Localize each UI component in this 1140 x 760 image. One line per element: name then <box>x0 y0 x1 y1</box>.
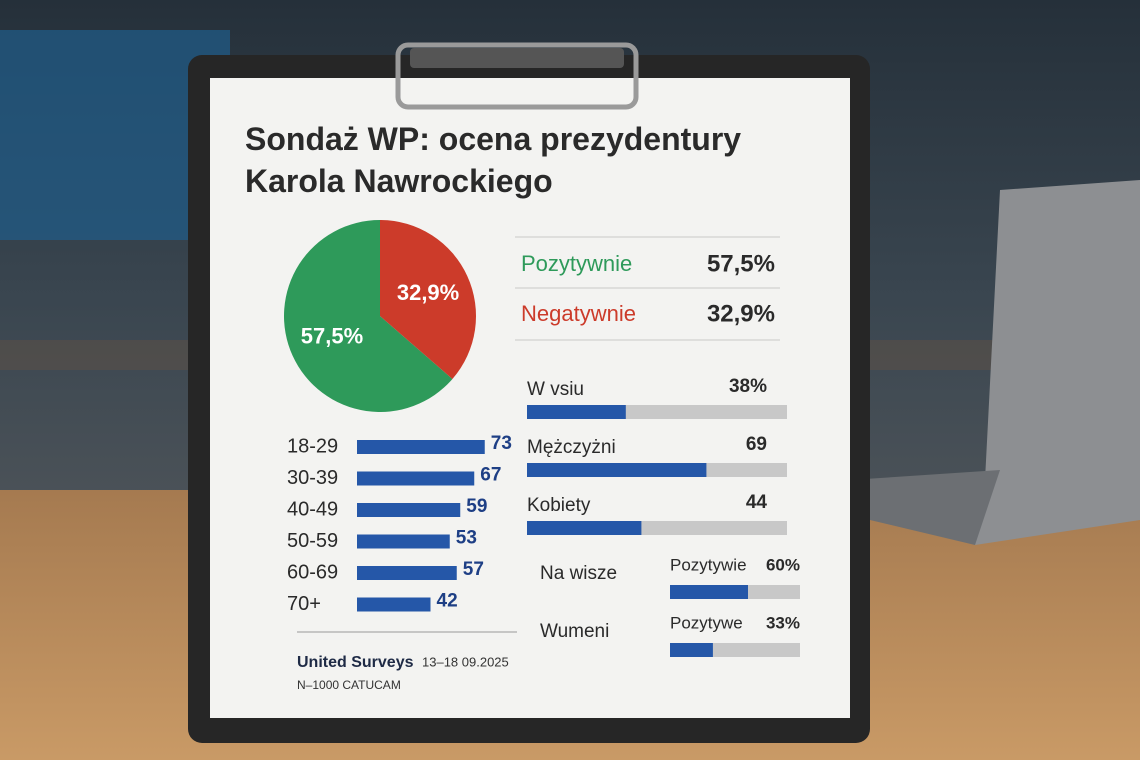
bar <box>527 405 626 419</box>
slice-label: 32,9% <box>397 280 459 305</box>
value-label: 60% <box>766 555 800 574</box>
footer-date: 13–18 09.2025 <box>422 654 509 669</box>
clip <box>395 42 639 110</box>
value-label: 59 <box>466 496 487 517</box>
chart-title: Sondaż WP: ocena prezydentury Karola Naw… <box>245 121 742 199</box>
laptop-base <box>850 470 1000 545</box>
legend-label: Pozytywnie <box>521 251 632 276</box>
category-label: 70+ <box>287 593 321 615</box>
category-label: W vsiu <box>527 379 584 400</box>
bar <box>357 471 475 486</box>
category-label: Wumeni <box>540 621 609 642</box>
bar <box>357 440 485 454</box>
bar <box>527 521 642 535</box>
clip-bar <box>410 48 624 68</box>
bar <box>357 566 457 580</box>
category-label: Kobiety <box>527 495 591 516</box>
bar <box>357 597 431 612</box>
bar <box>670 643 713 657</box>
category-label: 30-39 <box>287 467 338 489</box>
slice-label: 57,5% <box>301 324 363 349</box>
value-label: 44 <box>746 492 768 513</box>
value-label: 57 <box>463 559 484 580</box>
category-label: Na wisze <box>540 563 617 584</box>
value-label: 42 <box>437 591 458 612</box>
paper <box>210 78 850 718</box>
value-label: 53 <box>456 528 477 549</box>
value-label: 33% <box>766 613 800 632</box>
bar <box>670 585 748 599</box>
bar <box>357 503 461 517</box>
value-label: 67 <box>480 465 501 486</box>
row-label: Pozytywie <box>670 555 747 574</box>
footer-sample: N–1000 CATUCAM <box>297 678 401 692</box>
bar <box>357 534 450 549</box>
category-label: 40-49 <box>287 498 338 520</box>
value-label: 38% <box>729 376 767 397</box>
pie-slice <box>380 220 476 380</box>
laptop-lid <box>975 180 1140 545</box>
category-label: Mężczyżni <box>527 437 616 458</box>
row-label: Pozytywe <box>670 613 743 632</box>
category-label: 18-29 <box>287 435 338 457</box>
bar <box>527 463 707 477</box>
legend-value: 32,9% <box>707 300 775 327</box>
value-label: 69 <box>746 434 767 455</box>
category-label: 50-59 <box>287 530 338 552</box>
legend-value: 57,5% <box>707 250 775 277</box>
value-label: 73 <box>491 433 512 454</box>
legend-label: Negatywnie <box>521 301 636 326</box>
category-label: 60-69 <box>287 561 338 583</box>
pie-slice <box>283 220 453 413</box>
footer-source: United Surveys <box>297 654 414 671</box>
